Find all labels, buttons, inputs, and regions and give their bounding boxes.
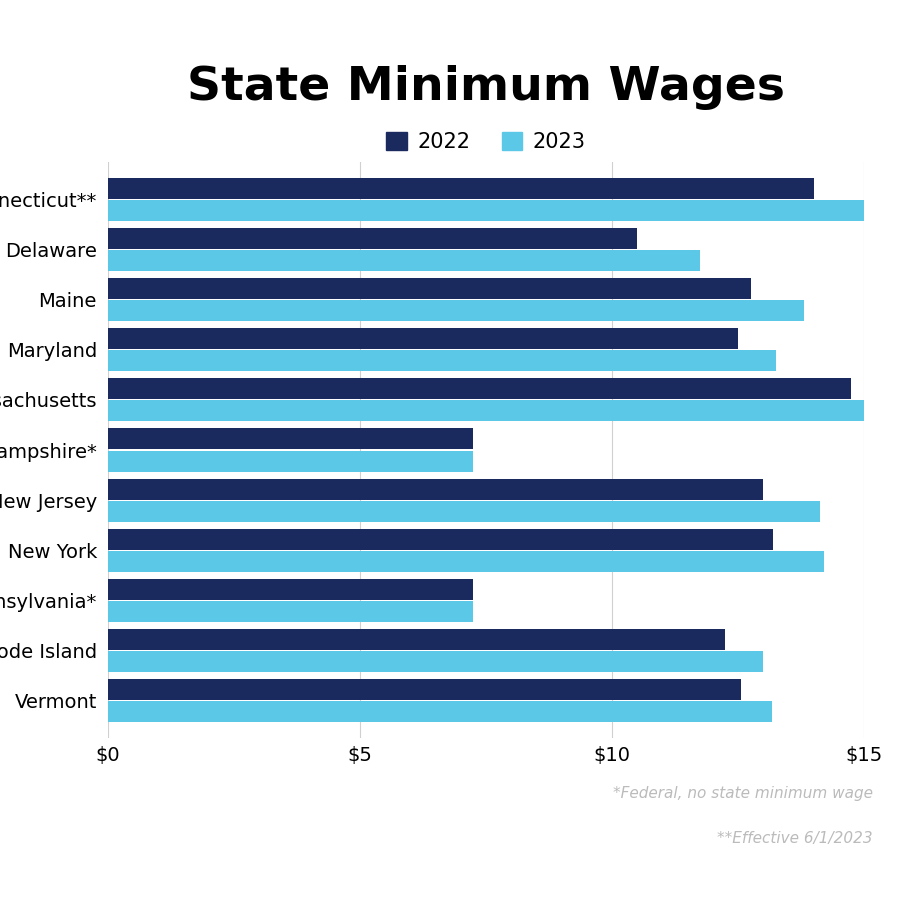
Bar <box>108 328 738 349</box>
Bar <box>108 528 773 550</box>
Bar <box>108 378 851 400</box>
Bar <box>108 500 820 522</box>
Bar <box>108 679 741 700</box>
Bar <box>108 200 864 221</box>
Title: State Minimum Wages: State Minimum Wages <box>187 65 785 110</box>
Bar <box>108 278 751 299</box>
Bar <box>108 350 776 372</box>
Bar <box>108 701 772 722</box>
Bar <box>108 601 473 622</box>
Bar <box>108 479 763 500</box>
Bar <box>108 301 804 321</box>
Bar <box>108 250 700 271</box>
Text: *Federal, no state minimum wage: *Federal, no state minimum wage <box>613 786 873 801</box>
Bar <box>108 228 637 249</box>
Legend: 2022, 2023: 2022, 2023 <box>378 123 594 160</box>
Bar <box>108 400 864 421</box>
Bar <box>108 428 473 449</box>
Bar <box>108 651 763 672</box>
Bar <box>108 451 473 472</box>
Text: **Effective 6/1/2023: **Effective 6/1/2023 <box>717 831 873 846</box>
Bar <box>108 178 814 199</box>
Bar <box>108 579 473 599</box>
Bar <box>108 551 824 572</box>
Bar <box>108 629 725 650</box>
